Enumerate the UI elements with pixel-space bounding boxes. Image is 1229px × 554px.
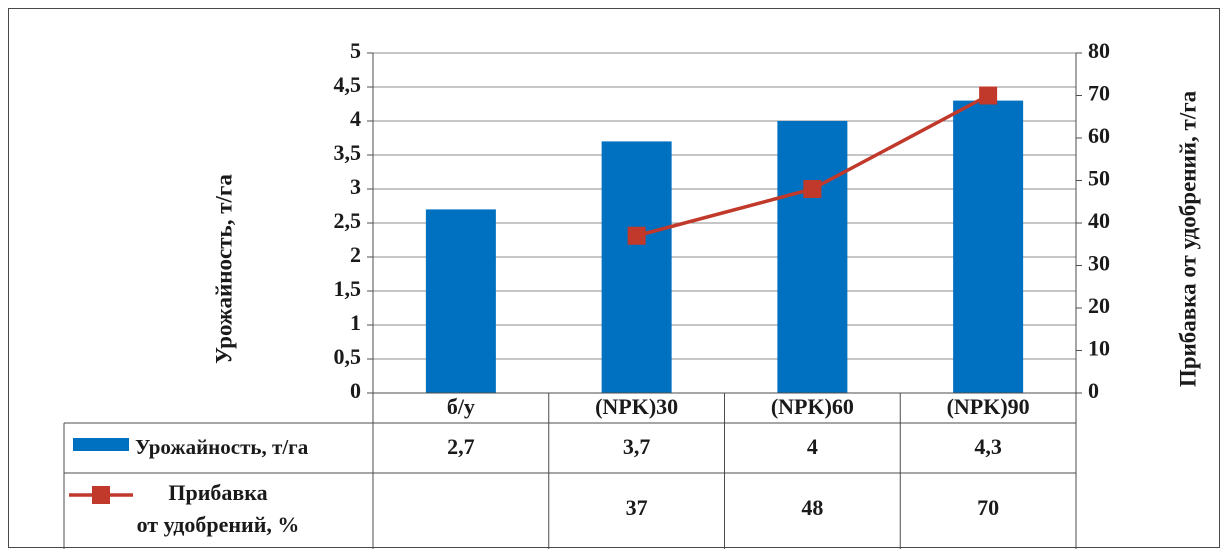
- bar: [777, 121, 848, 393]
- y2-tick-label: 10: [1088, 336, 1110, 361]
- y-tick-label: 0: [350, 378, 361, 403]
- y2-tick-label: 40: [1088, 208, 1110, 233]
- y2-tick-label: 30: [1088, 251, 1110, 276]
- y2-tick-label: 50: [1088, 166, 1110, 191]
- legend-line-marker: [92, 486, 110, 504]
- line-marker: [979, 86, 998, 105]
- x-category-label: (NPK)60: [771, 394, 854, 419]
- y2-tick-label: 60: [1088, 123, 1110, 148]
- y-tick-label: 1,5: [334, 276, 362, 301]
- bar: [953, 100, 1024, 393]
- y-tick-label: 2: [350, 242, 361, 267]
- y2-axis-label: Прибавка от удобрений, т/га: [1175, 90, 1200, 387]
- y-tick-label: 5: [350, 38, 361, 63]
- y-tick-label: 1: [350, 310, 361, 335]
- y-tick-label: 4,5: [334, 72, 362, 97]
- line-marker: [803, 180, 822, 198]
- x-category-label: (NPK)90: [947, 394, 1030, 419]
- legend-line-name: от удобрений, %: [137, 512, 300, 537]
- bar: [601, 141, 672, 393]
- y-tick-label: 3,5: [334, 140, 362, 165]
- x-category-label: б/у: [447, 394, 475, 419]
- table-cell-line-value: 37: [626, 495, 648, 520]
- legend-bar-name: Урожайность, т/га: [135, 435, 309, 459]
- legend-bar-swatch: [73, 438, 129, 451]
- y-tick-label: 0,5: [334, 344, 362, 369]
- table-cell-bar-value: 3,7: [623, 434, 651, 459]
- y2-tick-label: 20: [1088, 293, 1110, 318]
- y2-tick-label: 80: [1088, 38, 1110, 63]
- table-cell-bar-value: 4,3: [974, 434, 1002, 459]
- legend-line-name: Прибавка: [168, 480, 267, 505]
- table-cell-line-value: 48: [801, 495, 823, 520]
- y-axis-label: Урожайность, т/га: [211, 174, 236, 364]
- x-category-label: (NPK)30: [595, 394, 678, 419]
- table-cell-bar-value: 4: [807, 434, 818, 459]
- chart-frame: 0 0,5 1 1,5 2 2,5 3 3,5 4 4,5 5 0 10 20 30 40 50 60 70 80 б…: [8, 8, 1220, 554]
- y-tick-label: 3: [350, 174, 361, 199]
- table-cell-line-value: 70: [977, 495, 999, 520]
- line-marker: [627, 226, 646, 245]
- y2-tick-label: 70: [1088, 81, 1110, 106]
- table-cell-bar-value: 2,7: [447, 434, 475, 459]
- bar: [425, 209, 496, 393]
- y2-tick-label: 0: [1088, 378, 1099, 403]
- y-tick-label: 2,5: [334, 208, 362, 233]
- y-tick-label: 4: [350, 106, 361, 131]
